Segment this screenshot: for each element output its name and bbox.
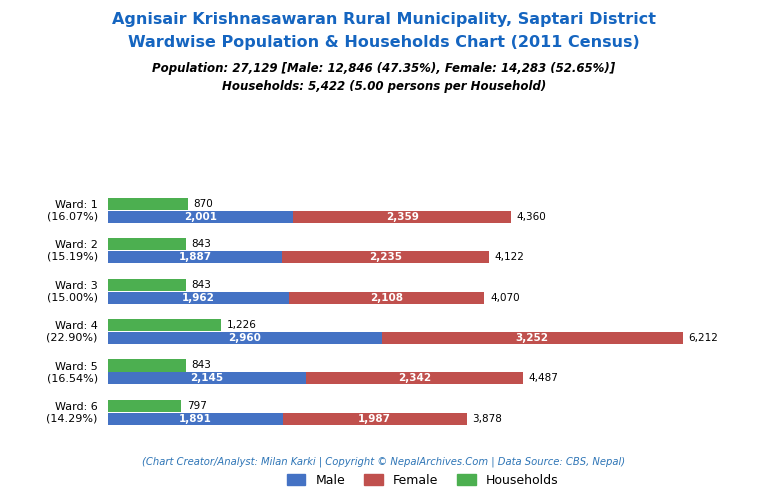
Text: 2,145: 2,145 [190, 373, 223, 384]
Text: 1,887: 1,887 [178, 252, 211, 262]
Bar [108, 238, 186, 250]
Text: 1,891: 1,891 [179, 414, 211, 424]
Text: 1,987: 1,987 [358, 414, 391, 424]
Bar [293, 211, 511, 223]
Bar [108, 413, 283, 425]
Bar [108, 319, 221, 331]
Text: 3,252: 3,252 [516, 333, 549, 343]
Bar [108, 279, 186, 291]
Text: Agnisair Krishnasawaran Rural Municipality, Saptari District: Agnisair Krishnasawaran Rural Municipali… [112, 12, 656, 27]
Text: 4,360: 4,360 [517, 212, 547, 222]
Text: 6,212: 6,212 [688, 333, 718, 343]
Text: 1,226: 1,226 [227, 320, 257, 330]
Text: 4,487: 4,487 [528, 373, 558, 384]
Bar [382, 332, 683, 344]
Bar [108, 251, 283, 263]
Text: 4,122: 4,122 [495, 252, 525, 262]
Text: 2,001: 2,001 [184, 212, 217, 222]
Legend: Male, Female, Households: Male, Female, Households [282, 469, 563, 492]
Bar [108, 372, 306, 385]
Bar [108, 211, 293, 223]
Text: 3,878: 3,878 [472, 414, 502, 424]
Text: 843: 843 [191, 239, 211, 249]
Text: 1,962: 1,962 [182, 292, 215, 303]
Bar [283, 413, 467, 425]
Bar [108, 332, 382, 344]
Text: 2,960: 2,960 [228, 333, 261, 343]
Bar [283, 251, 489, 263]
Text: 2,359: 2,359 [386, 212, 419, 222]
Text: 2,342: 2,342 [398, 373, 431, 384]
Text: 797: 797 [187, 401, 207, 411]
Bar [108, 359, 186, 372]
Text: 2,108: 2,108 [370, 292, 403, 303]
Bar [290, 291, 485, 304]
Text: Wardwise Population & Households Chart (2011 Census): Wardwise Population & Households Chart (… [128, 35, 640, 50]
Text: Households: 5,422 (5.00 persons per Household): Households: 5,422 (5.00 persons per Hous… [222, 80, 546, 93]
Text: 870: 870 [194, 199, 214, 209]
Bar [306, 372, 523, 385]
Text: 4,070: 4,070 [490, 292, 520, 303]
Bar [108, 291, 290, 304]
Text: 843: 843 [191, 360, 211, 370]
Bar [108, 198, 188, 210]
Text: 843: 843 [191, 280, 211, 290]
Text: (Chart Creator/Analyst: Milan Karki | Copyright © NepalArchives.Com | Data Sourc: (Chart Creator/Analyst: Milan Karki | Co… [142, 456, 626, 466]
Text: 2,235: 2,235 [369, 252, 402, 262]
Text: Population: 27,129 [Male: 12,846 (47.35%), Female: 14,283 (52.65%)]: Population: 27,129 [Male: 12,846 (47.35%… [152, 62, 616, 74]
Bar [108, 400, 181, 412]
